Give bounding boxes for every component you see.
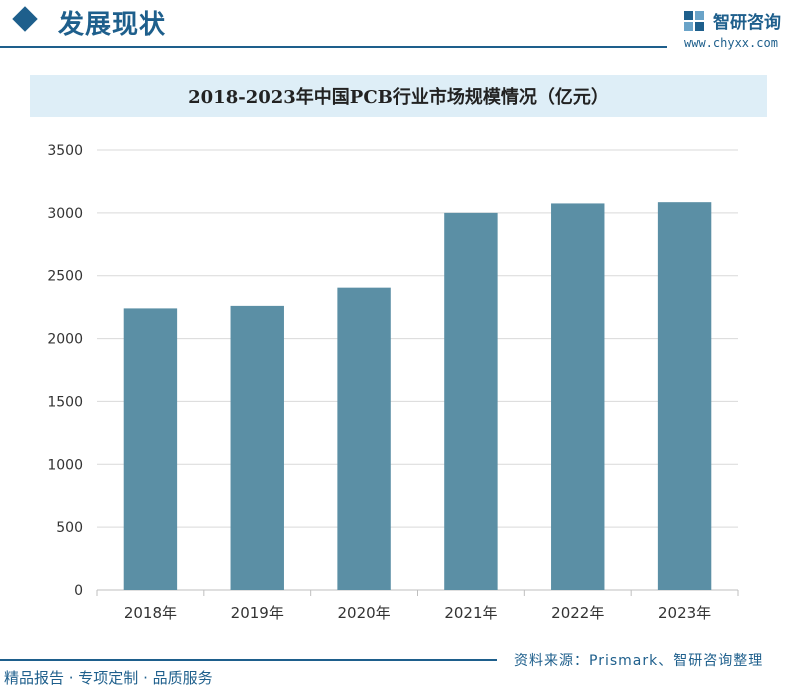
- brand-url: www.chyxx.com: [684, 36, 778, 50]
- data-source: 资料来源：Prismark、智研咨询整理: [514, 653, 764, 669]
- y-tick-label: 2500: [47, 269, 83, 285]
- footer-tagline: 精品报告 · 专项定制 · 品质服务: [4, 669, 213, 687]
- section-title: 发展现状: [58, 10, 167, 40]
- footer-divider: [0, 659, 497, 661]
- x-tick-label: 2018年: [124, 604, 177, 622]
- y-tick-label: 0: [74, 583, 83, 599]
- x-tick-label: 2023年: [658, 604, 711, 622]
- header: 发展现状 智研咨询 www.chyxx.com: [0, 0, 800, 52]
- y-tick-label: 1500: [47, 394, 83, 410]
- y-tick-label: 3000: [47, 206, 83, 222]
- bar-2: [230, 305, 284, 590]
- brand-name: 智研咨询: [713, 13, 781, 33]
- x-tick-label: 2019年: [231, 604, 284, 622]
- chart-title: 2018-2023年中国PCB行业市场规模情况（亿元）: [188, 87, 609, 108]
- bar-6: [657, 202, 712, 590]
- chart-title-band: 2018-2023年中国PCB行业市场规模情况（亿元）: [30, 75, 767, 117]
- y-tick-label: 1000: [47, 457, 83, 473]
- x-tick-label: 2021年: [444, 604, 497, 622]
- brand-logo-icon: [684, 11, 704, 31]
- bar-3: [337, 287, 391, 590]
- bar-1: [123, 308, 178, 590]
- y-tick-label: 3500: [47, 143, 83, 159]
- y-tick-label: 2000: [47, 332, 83, 348]
- bar-4: [444, 212, 498, 590]
- x-tick-label: 2022年: [551, 604, 604, 622]
- bar-5: [551, 203, 605, 590]
- header-divider: [0, 46, 667, 48]
- x-tick-label: 2020年: [337, 604, 390, 622]
- y-tick-label: 500: [56, 520, 83, 536]
